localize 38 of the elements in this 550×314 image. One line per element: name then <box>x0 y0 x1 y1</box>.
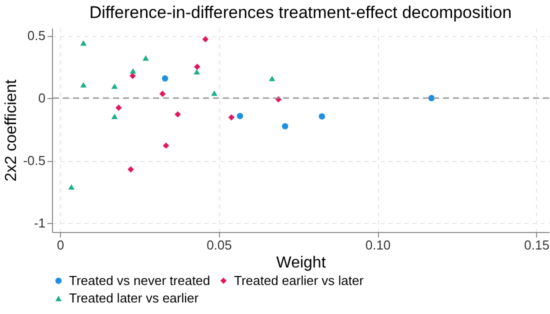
x-tick-label: 0.15 <box>524 238 550 252</box>
point <box>194 69 200 75</box>
legend-label: Treated vs never treated <box>69 272 210 288</box>
point <box>130 72 136 80</box>
point <box>228 114 235 121</box>
point <box>128 166 134 173</box>
point <box>282 123 288 130</box>
point <box>268 76 276 82</box>
x-tick-label: 0.05 <box>206 238 232 252</box>
y-tick-label: -1 <box>34 216 46 231</box>
point <box>111 83 118 89</box>
point <box>80 40 87 46</box>
legend-label: Treated later vs earlier <box>69 290 200 306</box>
chart-title: Difference-in-differences treatment-effect decomposition <box>89 3 512 22</box>
point <box>111 114 118 120</box>
y-tick-label: -0.5 <box>23 153 46 168</box>
point <box>80 82 87 88</box>
point <box>202 36 209 42</box>
point <box>236 112 244 120</box>
point <box>174 111 181 118</box>
legend-label: Treated earlier vs later <box>234 272 364 288</box>
point <box>162 142 170 149</box>
point <box>68 184 75 190</box>
x-tick-label: 0.10 <box>365 238 391 252</box>
point <box>162 75 168 82</box>
point <box>159 90 166 97</box>
point <box>130 68 136 74</box>
point <box>116 104 122 111</box>
point <box>142 55 149 61</box>
y-axis-title: 2x2 coefficient <box>3 78 20 182</box>
y-tick-label: 0.5 <box>27 28 46 44</box>
point <box>428 94 435 102</box>
point <box>211 90 218 96</box>
point <box>318 113 326 120</box>
point <box>194 64 200 70</box>
x-axis-title: Weight <box>276 254 326 272</box>
x-tick-label: 0 <box>56 238 64 252</box>
y-tick-label: 0 <box>38 90 46 106</box>
